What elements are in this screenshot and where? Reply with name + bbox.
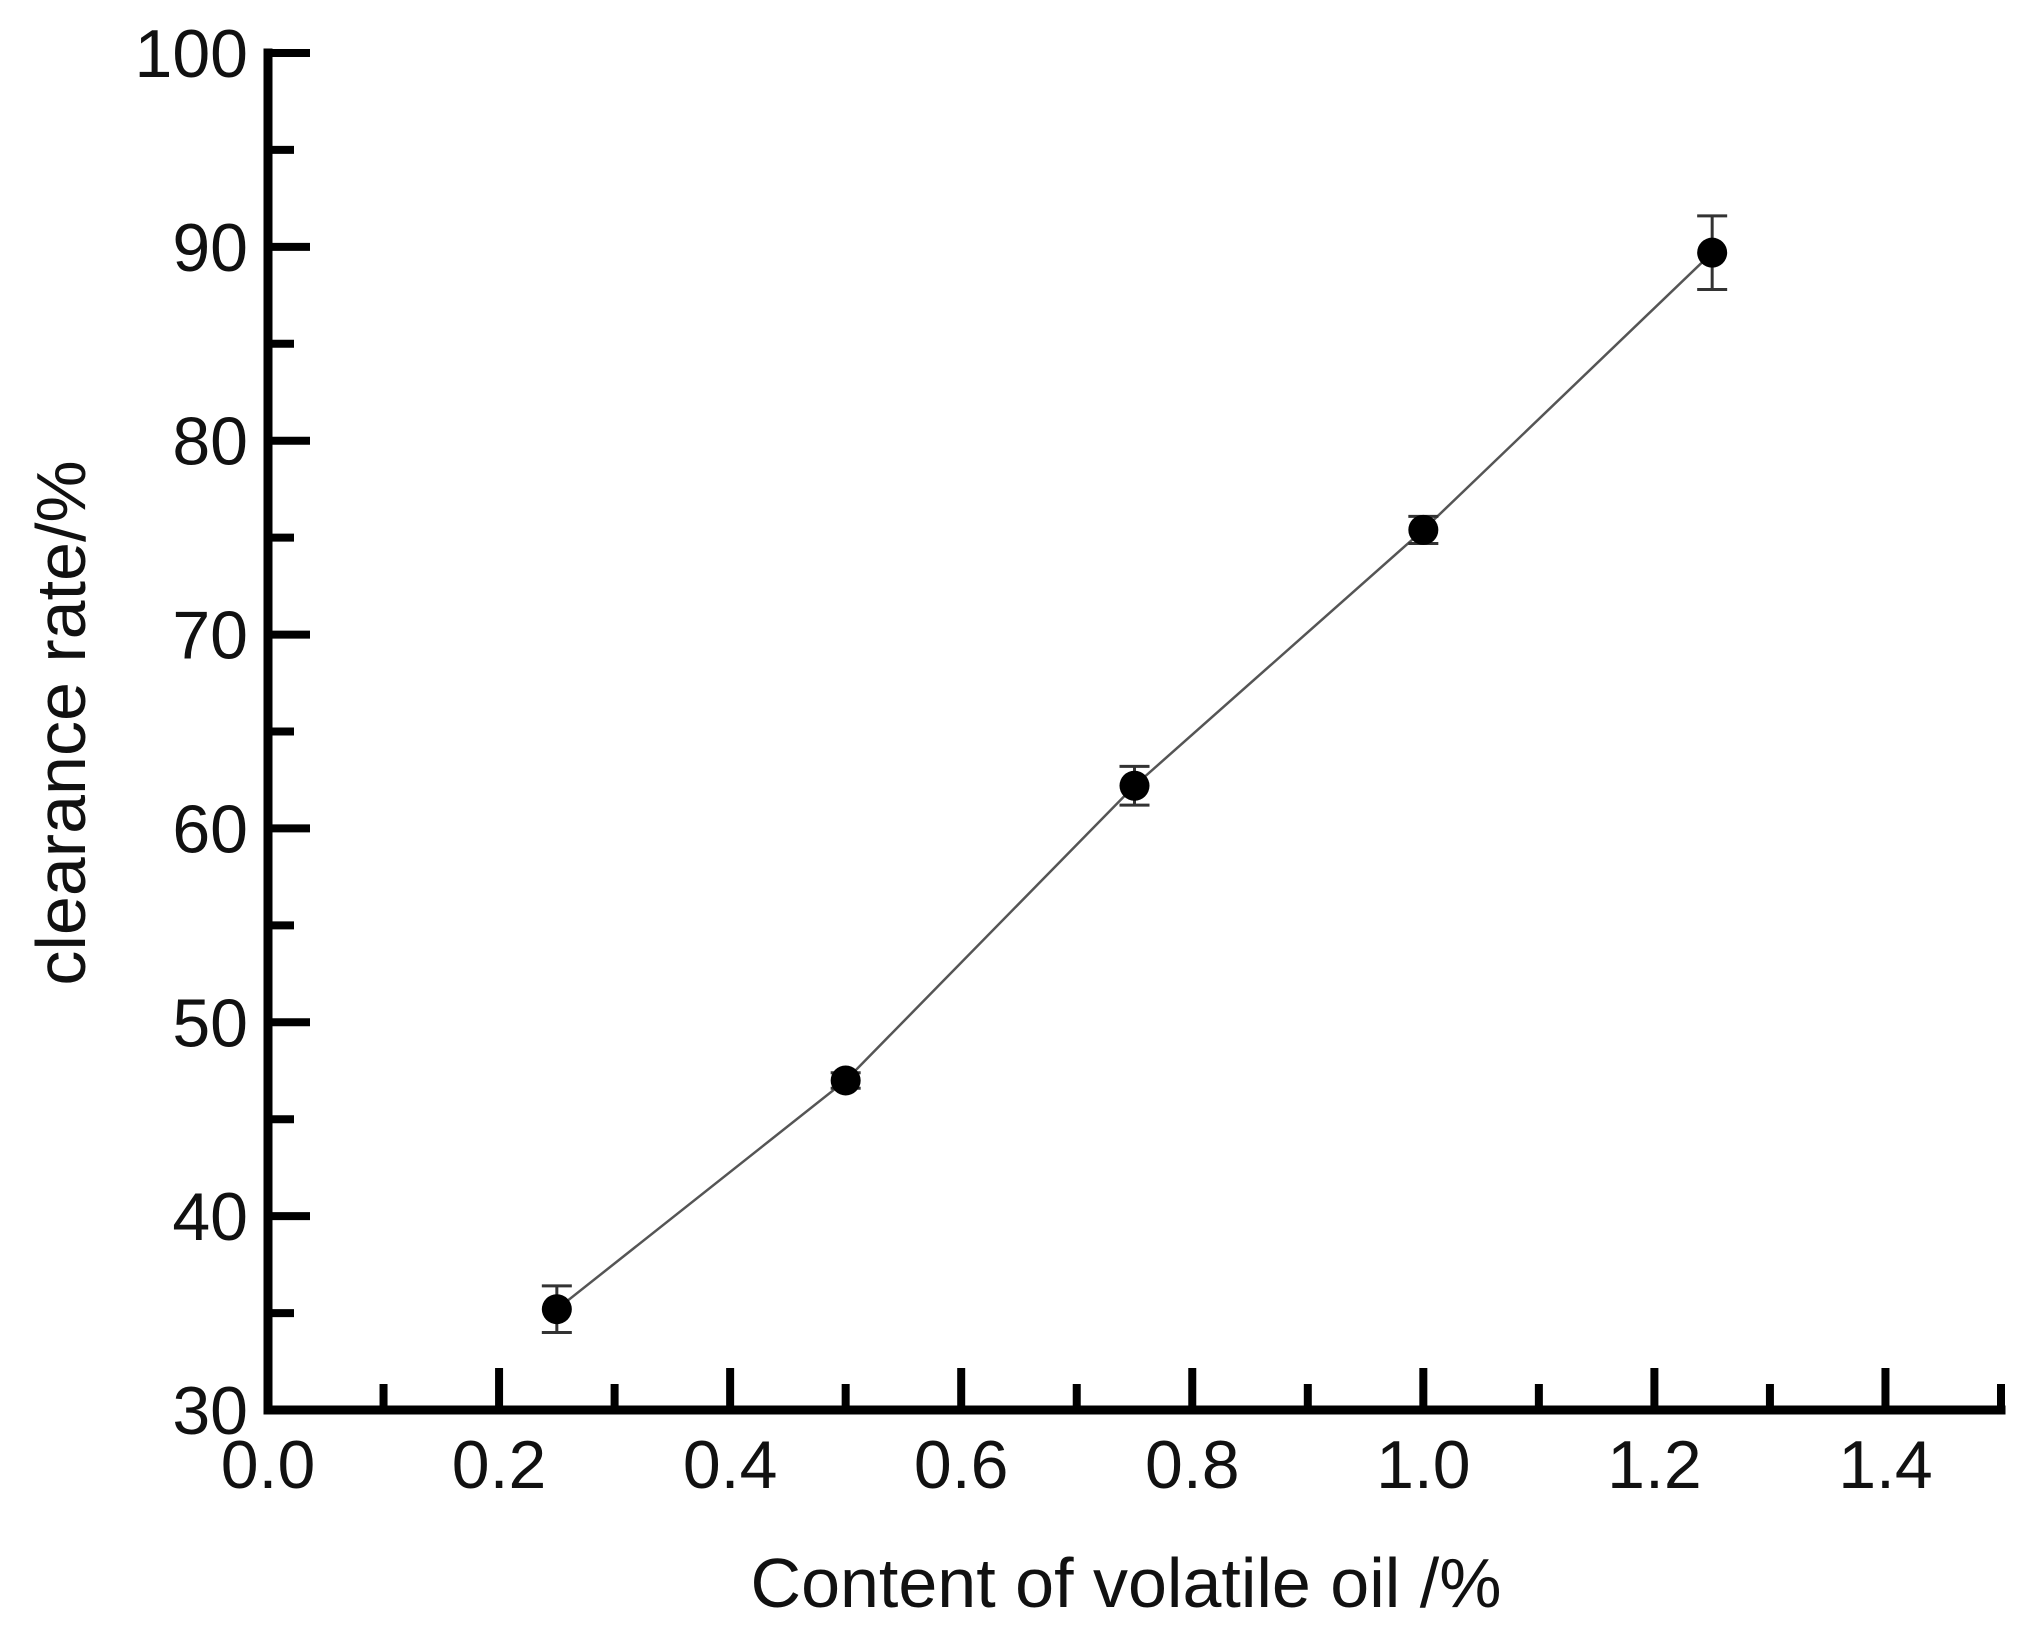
x-tick-label: 0.0 bbox=[221, 1427, 316, 1503]
y-tick-label: 100 bbox=[135, 16, 248, 92]
data-point bbox=[541, 1294, 572, 1325]
data-point bbox=[1119, 770, 1150, 801]
data-point bbox=[1697, 237, 1728, 268]
y-tick-label: 60 bbox=[172, 791, 248, 867]
x-tick-label: 0.2 bbox=[452, 1427, 547, 1503]
y-tick-label: 30 bbox=[172, 1373, 248, 1449]
x-tick-label: 1.4 bbox=[1838, 1427, 1933, 1503]
x-tick-label: 1.2 bbox=[1607, 1427, 1702, 1503]
x-tick-label: 0.4 bbox=[683, 1427, 778, 1503]
data-point bbox=[1408, 514, 1439, 545]
axes-layer bbox=[263, 48, 2006, 1415]
series-layer bbox=[541, 214, 1728, 1334]
y-axis-title: clearance rate/% bbox=[22, 460, 100, 985]
data-point bbox=[830, 1065, 861, 1096]
ticks-layer bbox=[264, 49, 2005, 1414]
x-tick-label: 0.8 bbox=[1145, 1427, 1240, 1503]
x-tick-label: 1.0 bbox=[1376, 1427, 1471, 1503]
y-tick-label: 40 bbox=[172, 1179, 248, 1255]
y-tick-label: 50 bbox=[172, 985, 248, 1061]
y-tick-label: 80 bbox=[172, 404, 248, 480]
x-axis-title: Content of volatile oil /% bbox=[751, 1544, 1502, 1622]
x-tick-label: 0.6 bbox=[914, 1427, 1009, 1503]
y-tick-label: 90 bbox=[172, 210, 248, 286]
y-tick-label: 70 bbox=[172, 598, 248, 674]
tick-labels-layer: 30 40 50 60 70 80 90 100 0.0 0.2 0.4 0.6 0.8 1.0 1.2 1.… bbox=[135, 16, 1933, 1503]
